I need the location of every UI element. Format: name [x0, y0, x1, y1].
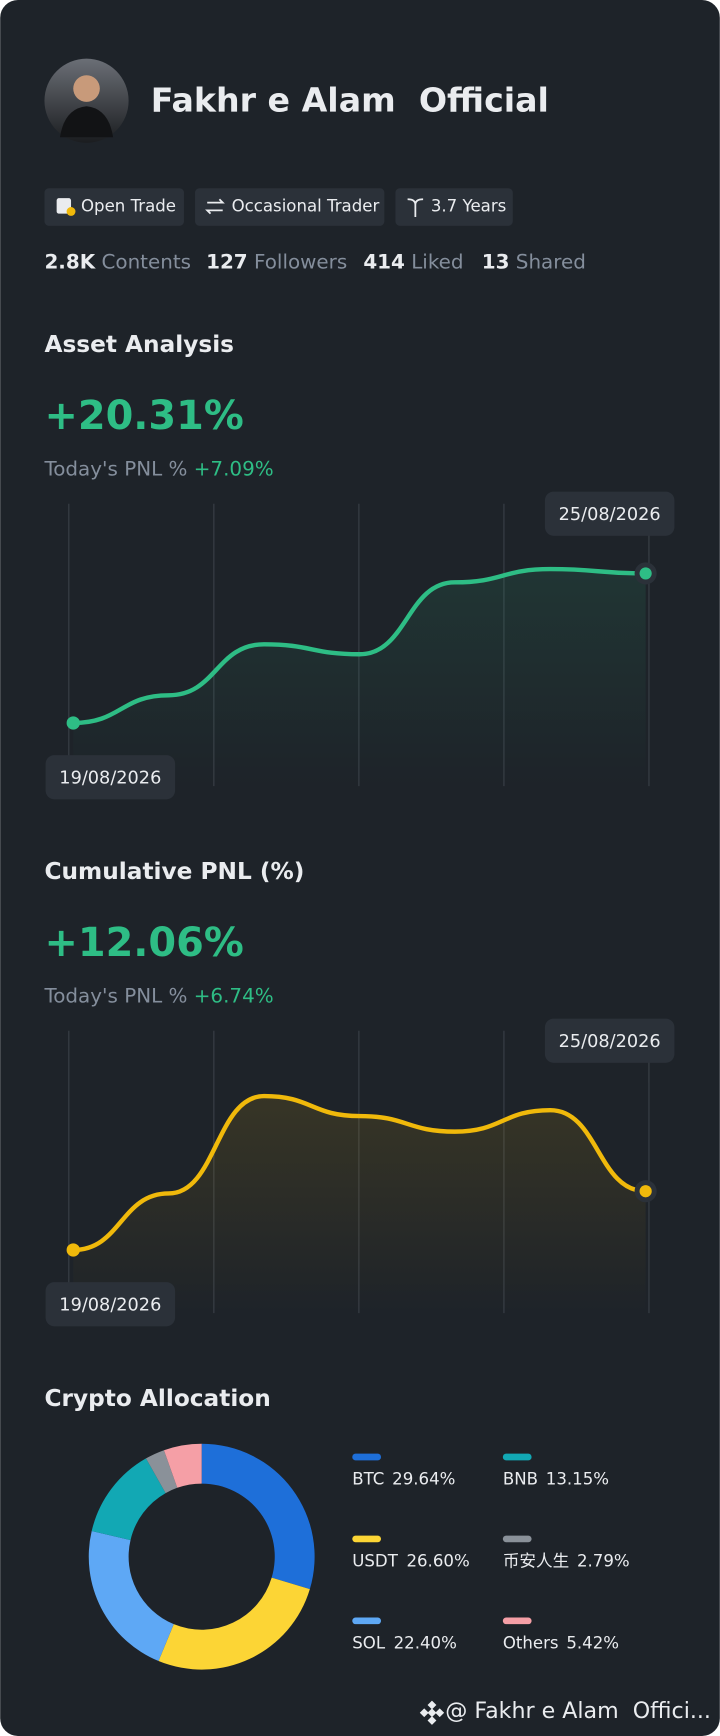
legend-swatch [352, 1535, 382, 1543]
legend-swatch [352, 1453, 382, 1461]
headline: +12.06% [44, 920, 243, 966]
stat: 13 Shared [482, 250, 586, 273]
donut-slice [88, 1531, 174, 1662]
legend-label: 币安人生 [503, 1552, 569, 1571]
legend-swatch [502, 1453, 532, 1461]
line [73, 1093, 646, 1253]
point [639, 567, 652, 580]
legend-swatch [502, 1535, 532, 1543]
tag: 3.7 Years [395, 188, 513, 226]
point [639, 1185, 652, 1198]
stat: 414 Liked [363, 250, 463, 273]
section-title: Crypto Allocation [44, 1385, 270, 1412]
legend-value: 5.42% [566, 1634, 619, 1653]
date-label: 19/08/2026 [59, 1295, 161, 1315]
date-label: 25/08/2026 [559, 1032, 661, 1052]
stat-value: 2.8K [44, 250, 96, 273]
pnl-line: Today's PNL % +7.09% [43, 457, 273, 480]
line [73, 566, 646, 726]
area [73, 569, 646, 787]
legend-swatch [502, 1617, 532, 1625]
donut-slice [158, 1577, 310, 1670]
donut-slice [145, 1450, 178, 1494]
pnl-label: Today's PNL % [43, 457, 187, 480]
date-badge [45, 1282, 176, 1327]
legend-swatch [352, 1617, 382, 1625]
legend-value: 29.64% [392, 1470, 455, 1489]
tag-label: 3.7 Years [431, 197, 506, 216]
pnl-line: Today's PNL % +6.74% [43, 984, 273, 1007]
stat-label: Shared [516, 250, 586, 273]
tag-label: Open Trade [81, 197, 176, 216]
legend-label: SOL [352, 1634, 386, 1653]
legend-value: 2.79% [577, 1552, 630, 1571]
donut-slice [201, 1443, 315, 1590]
tag: Open Trade [44, 188, 184, 226]
stat-label: Followers [254, 250, 347, 273]
section-title: Cumulative PNL (%) [44, 858, 304, 885]
footer: @ Fakhr e Alam Offici... [445, 1698, 711, 1724]
point [66, 716, 80, 730]
tag: Occasional Trader [195, 188, 385, 226]
pnl-value: +6.74% [194, 984, 274, 1007]
point [66, 1243, 80, 1257]
legend-label: BNB [503, 1470, 538, 1489]
legend-label: BTC [352, 1470, 384, 1489]
stat-value: 127 [206, 250, 248, 273]
area [73, 1096, 646, 1314]
donut-slice [91, 1458, 166, 1541]
legend-value: 22.40% [394, 1634, 457, 1653]
date-badge [544, 1018, 675, 1063]
legend-label: USDT [352, 1552, 398, 1571]
avatar [44, 58, 129, 143]
date-badge [45, 755, 176, 800]
tag-label: Occasional Trader [232, 197, 380, 216]
pnl-label: Today's PNL % [43, 984, 187, 1007]
stat: 2.8K Contents [44, 250, 191, 273]
donut-slice [163, 1443, 202, 1488]
profile-name: Fakhr e Alam Official [151, 80, 549, 119]
stat-value: 13 [482, 250, 510, 273]
section-title: Asset Analysis [44, 331, 234, 358]
date-label: 25/08/2026 [559, 505, 661, 525]
brand-logo [419, 1700, 445, 1725]
stat-label: Contents [101, 250, 191, 273]
stat: 127 Followers [206, 250, 347, 273]
date-badge [544, 491, 675, 536]
legend-value: 26.60% [406, 1552, 469, 1571]
legend-label: Others [503, 1634, 559, 1653]
pnl-value: +7.09% [194, 457, 274, 480]
stat-label: Liked [411, 250, 463, 273]
date-label: 19/08/2026 [59, 768, 161, 788]
legend-value: 13.15% [546, 1470, 609, 1489]
stat-value: 414 [363, 250, 405, 273]
headline: +20.31% [44, 393, 243, 439]
